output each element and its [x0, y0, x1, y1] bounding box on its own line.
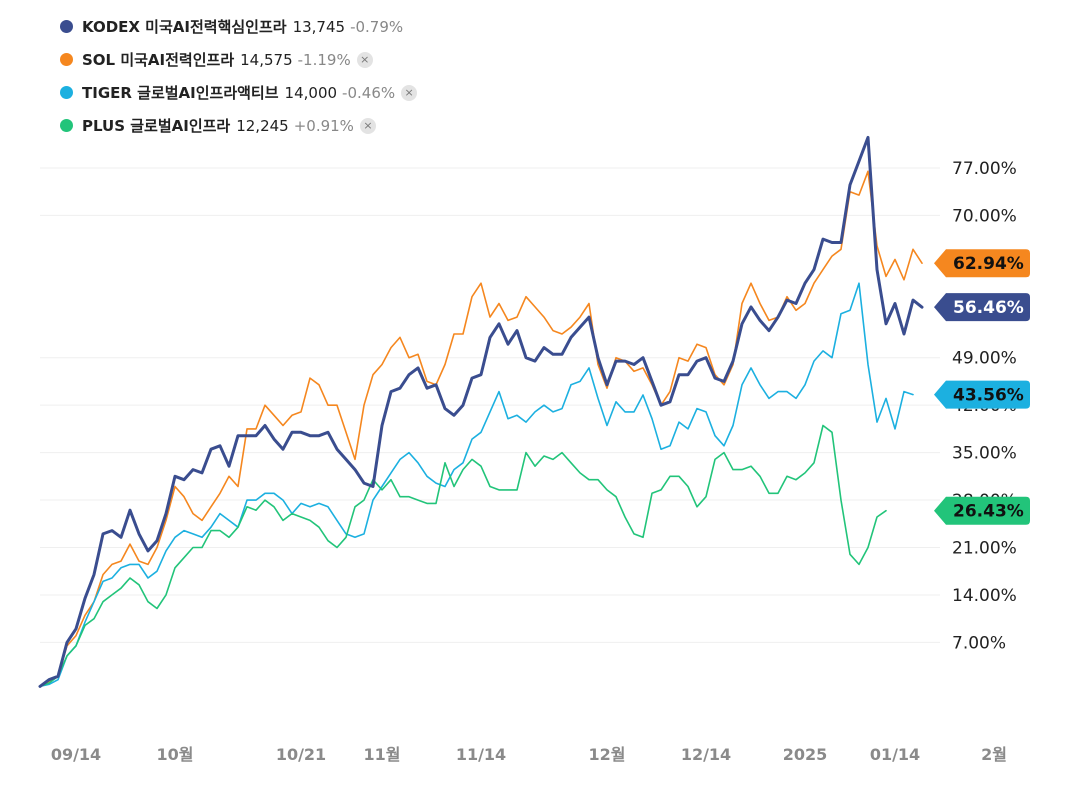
legend-change: -0.46%: [342, 83, 396, 102]
legend-color-dot: [60, 53, 73, 66]
remove-series-icon[interactable]: ×: [401, 84, 418, 101]
y-tick-label: 77.00%: [952, 159, 1017, 179]
y-tick-label: 7.00%: [952, 633, 1006, 653]
series-line: [39, 424, 887, 688]
legend-name: KODEX 미국AI전력핵심인프라: [82, 18, 287, 36]
badge-value: 26.43%: [953, 502, 1024, 522]
badge-shape: [934, 380, 1030, 409]
legend-item[interactable]: PLUS 글로벌AI인프라 12,245 +0.91% ×: [60, 109, 417, 142]
x-tick-label: 10월: [157, 745, 194, 764]
legend-item[interactable]: KODEX 미국AI전력핵심인프라 13,745 -0.79%: [60, 10, 417, 43]
y-tick-label: 35.00%: [952, 444, 1017, 464]
legend-color-dot: [60, 86, 73, 99]
series-line: [39, 170, 923, 688]
badge-shape: [934, 293, 1030, 322]
x-tick-label: 11월: [364, 745, 401, 764]
grid: [40, 167, 940, 643]
legend-price: 14,575: [240, 50, 293, 69]
remove-series-icon[interactable]: ×: [356, 51, 373, 68]
legend-change: +0.91%: [293, 116, 354, 135]
x-tick-label: 12월: [589, 745, 626, 764]
legend: KODEX 미국AI전력핵심인프라 13,745 -0.79% SOL 미국AI전력인…: [60, 10, 418, 142]
legend-item[interactable]: SOL 미국AI전력인프라 14,575 -1.19% ×: [60, 43, 417, 76]
x-tick-label: 01/14: [870, 745, 920, 764]
x-tick-label: 2월: [981, 745, 1007, 764]
legend-item[interactable]: TIGER 글로벌AI인프라액티브 14,000 -0.46% ×: [60, 76, 418, 109]
x-axis: 09/14 10월 10/21 11월 11/14 12월 12/14 2025 01/14 2월: [51, 745, 1007, 764]
x-tick-label: 10/21: [276, 745, 326, 764]
badge-value: 62.94%: [953, 254, 1024, 274]
y-tick-label: 21.00%: [952, 539, 1017, 559]
y-tick-label: 70.00%: [952, 206, 1017, 226]
series-line: [39, 282, 914, 688]
series-line: [38, 135, 924, 688]
remove-series-icon[interactable]: ×: [359, 117, 376, 134]
legend-change: -1.19%: [297, 50, 351, 69]
badge-value: 43.56%: [953, 386, 1024, 406]
legend-color-dot: [60, 20, 73, 33]
legend-name: TIGER 글로벌AI인프라액티브: [82, 84, 279, 102]
legend-name: PLUS 글로벌AI인프라: [82, 117, 231, 135]
y-tick-label: 14.00%: [952, 586, 1017, 606]
legend-change: -0.79%: [350, 17, 404, 36]
y-tick-label: 49.00%: [952, 349, 1017, 369]
badge-shape: [934, 249, 1030, 278]
legend-price: 14,000: [284, 83, 338, 102]
legend-price: 13,745: [292, 17, 346, 36]
badge-value: 56.46%: [953, 298, 1024, 318]
legend-color-dot: [60, 119, 73, 132]
x-tick-label: 09/14: [51, 745, 101, 764]
x-tick-label: 2025: [783, 745, 828, 764]
series-value-badge: 62.94%: [934, 249, 1030, 278]
series-value-badge: 26.43%: [934, 496, 1030, 525]
x-tick-label: 12/14: [681, 745, 731, 764]
x-tick-label: 11/14: [456, 745, 506, 764]
legend-name: SOL 미국AI전력인프라: [82, 51, 235, 69]
legend-price: 12,245: [236, 116, 289, 135]
badge-shape: [934, 496, 1030, 525]
series-value-badge: 43.56%: [934, 380, 1030, 409]
series-value-badge: 56.46%: [934, 293, 1030, 322]
